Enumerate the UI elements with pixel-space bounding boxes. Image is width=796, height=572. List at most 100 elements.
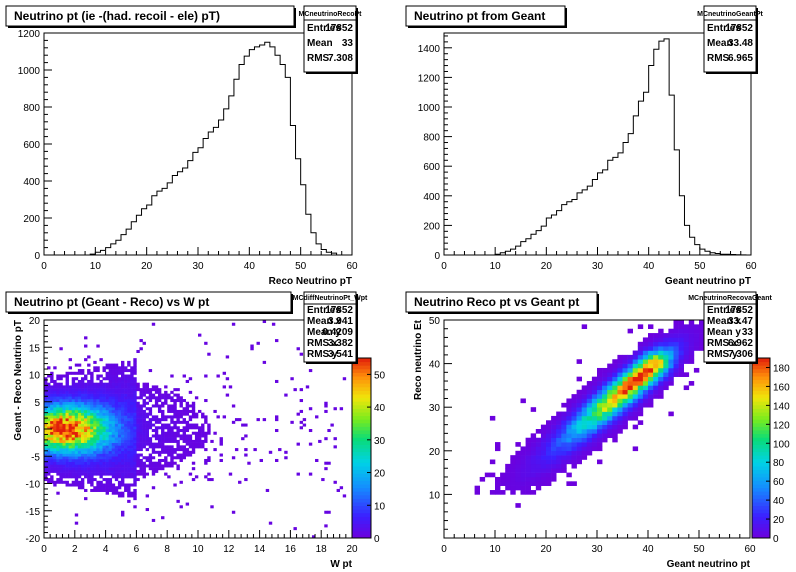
heatmap-cell: [124, 464, 128, 468]
heatmap-cell: [124, 488, 128, 492]
heatmap-cell: [308, 429, 313, 433]
heatmap-cell: [207, 352, 211, 356]
heatmap-cell: [139, 390, 143, 394]
heatmap-cell: [50, 379, 54, 383]
heatmap-cell: [124, 374, 128, 378]
heatmap-cell: [50, 437, 54, 441]
heatmap-cell: [250, 344, 254, 348]
heatmap-cell: [111, 404, 116, 408]
heatmap-cell: [194, 445, 199, 449]
heatmap-cell: [204, 448, 208, 452]
heatmap-cell: [663, 363, 669, 369]
palette-cell: [752, 365, 770, 370]
heatmap-cell: [62, 399, 66, 403]
heatmap-cell: [130, 385, 134, 389]
heatmap-cell: [50, 374, 54, 378]
palette-tick-label: 140: [773, 401, 790, 412]
heatmap-cell: [117, 450, 122, 454]
heatmap-cell: [194, 437, 199, 441]
heatmap-cell: [68, 475, 73, 479]
heatmap-cell: [108, 363, 113, 367]
heatmap-cell: [182, 453, 186, 457]
heatmap-cell: [80, 456, 85, 460]
heatmap-cell: [556, 468, 562, 473]
heatmap-cell: [145, 437, 150, 441]
heatmap-cell: [84, 437, 88, 441]
plot-content: [44, 320, 347, 538]
heatmap-cell: [56, 377, 60, 381]
heatmap-cell: [581, 324, 588, 330]
heatmap-cell: [127, 426, 131, 430]
heatmap-cell: [65, 412, 69, 416]
heatmap-cell: [551, 476, 557, 482]
heatmap-cell: [117, 415, 122, 419]
heatmap-cell: [145, 429, 150, 433]
heatmap-cell: [176, 426, 180, 430]
heatmap-cell: [47, 420, 51, 424]
heatmap-cell: [71, 420, 76, 424]
heatmap-cell: [145, 442, 150, 446]
heatmap-cell: [213, 448, 217, 452]
heatmap-cell: [530, 442, 537, 447]
heatmap-cell: [642, 398, 649, 404]
heatmap-cell: [111, 472, 116, 476]
palette-cell: [352, 437, 371, 442]
heatmap-cell: [71, 404, 76, 408]
heatmap-cell: [80, 415, 85, 419]
heatmap-cell: [87, 399, 91, 403]
heatmap-cell: [139, 426, 143, 430]
heatmap-cell: [127, 453, 131, 457]
heatmap-cell: [617, 385, 623, 391]
stats-name: MCneutrinoRecovaGeant: [688, 295, 772, 302]
heatmap-cell: [176, 431, 180, 435]
heatmap-cell: [571, 446, 577, 452]
stats-row-label: Mean: [307, 38, 333, 49]
heatmap-cell: [188, 450, 193, 454]
palette-cell: [752, 494, 770, 499]
heatmap-cell: [495, 446, 501, 452]
heatmap-cell: [62, 393, 66, 397]
heatmap-cell: [68, 483, 73, 487]
palette-cell: [352, 419, 371, 424]
heatmap-cell: [44, 423, 48, 427]
heatmap-cell: [105, 469, 109, 473]
heatmap-cell: [96, 431, 100, 435]
heatmap-cell: [102, 472, 106, 476]
heatmap-cell: [50, 399, 54, 403]
heatmap-cell: [77, 445, 82, 449]
palette-cell: [352, 422, 371, 427]
heatmap-cell: [622, 420, 628, 425]
palette-cell: [752, 437, 770, 442]
heatmap-cell: [71, 467, 76, 471]
heatmap-cell: [56, 404, 60, 408]
heatmap-cell: [495, 481, 501, 486]
heatmap-cell: [133, 369, 137, 373]
heatmap-cell: [586, 394, 593, 399]
heatmap-cell: [540, 472, 547, 478]
heatmap-cell: [117, 420, 122, 424]
heatmap-cell: [142, 412, 146, 416]
heatmap-cell: [68, 437, 73, 441]
heatmap-cell: [139, 461, 143, 465]
heatmap-cell: [133, 431, 137, 435]
heatmap-cell: [182, 409, 186, 413]
heatmap-cell: [157, 409, 162, 413]
heatmap-cell: [136, 478, 140, 482]
heatmap-cell: [93, 369, 97, 373]
heatmap-cell: [117, 371, 122, 375]
heatmap-cell: [161, 393, 165, 397]
heatmap-cell: [96, 445, 100, 449]
heatmap-cell: [84, 374, 88, 378]
heatmap-cell: [62, 439, 66, 443]
heatmap-cell: [53, 404, 57, 408]
heatmap-cell: [87, 363, 91, 367]
heatmap-cell: [179, 437, 183, 441]
heatmap-cell: [84, 497, 88, 501]
heatmap-cell: [99, 445, 103, 449]
heatmap-cell: [71, 429, 76, 433]
heatmap-cell: [479, 476, 486, 482]
heatmap-cell: [117, 412, 122, 416]
heatmap-cell: [84, 401, 88, 405]
heatmap-cell: [117, 439, 122, 443]
heatmap-cell: [173, 456, 177, 460]
